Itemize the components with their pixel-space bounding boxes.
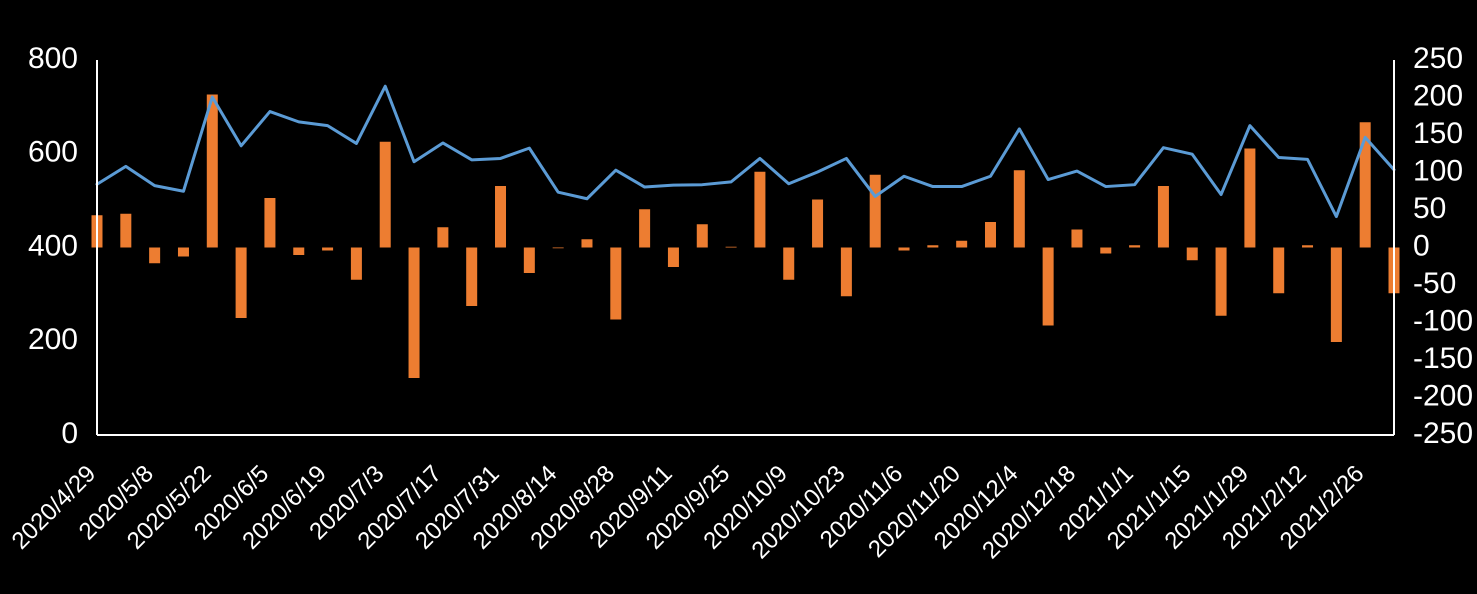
svg-text:100: 100 [1413, 154, 1463, 187]
svg-text:200: 200 [28, 323, 78, 356]
svg-text:600: 600 [28, 136, 78, 169]
svg-text:400: 400 [28, 229, 78, 262]
svg-text:-50: -50 [1413, 267, 1456, 300]
svg-text:-200: -200 [1413, 379, 1473, 412]
svg-text:-250: -250 [1413, 417, 1473, 450]
svg-text:150: 150 [1413, 117, 1463, 150]
svg-text:0: 0 [1413, 229, 1430, 262]
svg-text:50: 50 [1413, 192, 1446, 225]
svg-text:-150: -150 [1413, 342, 1473, 375]
svg-text:800: 800 [28, 42, 78, 75]
svg-text:200: 200 [1413, 79, 1463, 112]
svg-text:250: 250 [1413, 42, 1463, 75]
svg-text:-100: -100 [1413, 304, 1473, 337]
svg-text:0: 0 [61, 417, 78, 450]
